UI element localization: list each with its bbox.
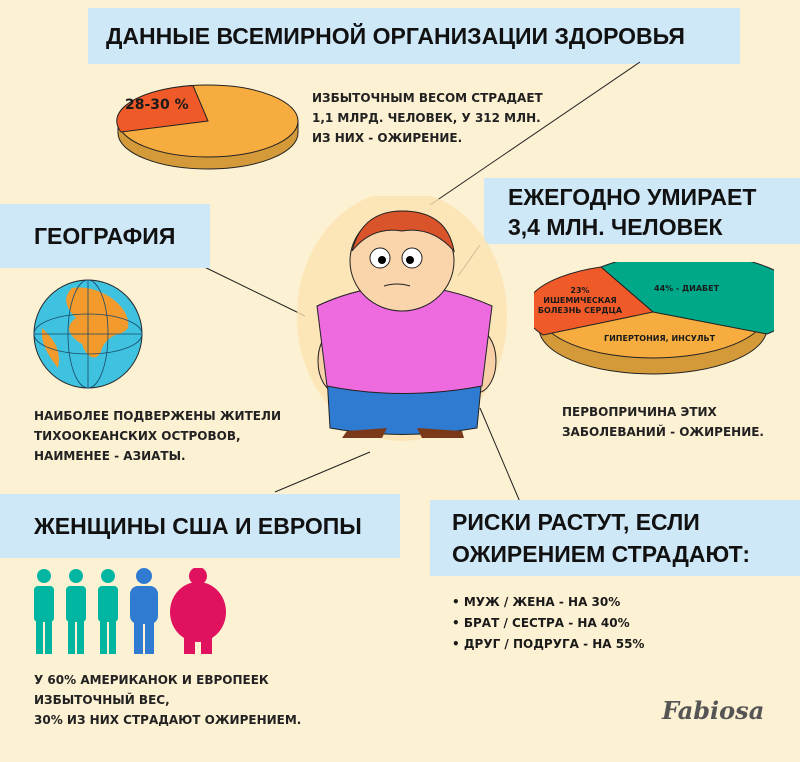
deaths-banner: Ежегодно умирает 3,4 млн. человек xyxy=(484,178,800,244)
deaths-pie-chart xyxy=(534,262,774,375)
list-item: брат / сестра - на 40% xyxy=(452,613,644,634)
pie-slice-heart xyxy=(534,266,655,336)
risks-list: муж / жена - на 30% брат / сестра - на 4… xyxy=(452,592,645,655)
text-line: 1,1 млрд. человек, у 312 млн. xyxy=(312,111,541,125)
text-line: Первопричина этих xyxy=(562,405,717,419)
fabiosa-logo: Fabiosa xyxy=(662,696,765,725)
list-item: муж / жена - на 30% xyxy=(452,592,644,613)
who-pie-chart xyxy=(116,84,299,170)
text-line: из них - ожирение. xyxy=(312,131,463,145)
person-icon xyxy=(34,569,54,654)
list-item: друг / подруга - на 55% xyxy=(452,634,645,655)
text-line: наименее - азиаты. xyxy=(34,449,186,463)
geo-banner: География xyxy=(0,204,210,268)
label-line: ишемическая xyxy=(543,296,617,305)
overweight-boy-illustration xyxy=(297,196,507,441)
person-icon xyxy=(98,569,118,654)
label-line: болезнь сердца xyxy=(537,306,623,315)
person-icon xyxy=(66,569,86,654)
who-text: Избыточным весом страдает 1,1 млрд. чело… xyxy=(312,88,543,148)
label-line: 23% xyxy=(570,286,590,295)
text-line: Наиболее подвержены жители xyxy=(34,409,281,423)
geo-text: Наиболее подвержены жители тихоокеанских… xyxy=(34,406,281,466)
text-line: тихоокеанских островов, xyxy=(34,429,241,443)
text-line: заболеваний - ожирение. xyxy=(562,425,764,439)
who-pie-label: 28-30 % xyxy=(125,97,189,113)
banner-line: Риски растут, если xyxy=(452,509,700,535)
risks-banner: Риски растут, если ожирением страдают: xyxy=(430,500,800,576)
women-text: У 60% американок и европеек избыточный в… xyxy=(34,670,301,730)
banner-line: Ежегодно умирает xyxy=(508,184,757,210)
deaths-text: Первопричина этих заболеваний - ожирение… xyxy=(562,402,764,442)
pie-label-hypertension: гипертония, инсульт xyxy=(604,334,716,343)
people-icons xyxy=(34,568,226,654)
text-line: 30% из них страдают ожирением. xyxy=(34,713,302,727)
obese-person-icon xyxy=(170,568,226,654)
text-line: избыточный вес, xyxy=(34,693,170,707)
banner-line: ожирением страдают: xyxy=(452,541,751,567)
women-banner: Женщины США и Европы xyxy=(0,494,400,558)
text-line: У 60% американок и европеек xyxy=(34,673,269,687)
pie-slice-diabetes xyxy=(600,262,774,335)
banner-line: 3,4 млн. человек xyxy=(508,214,723,240)
text-line: Избыточным весом страдает xyxy=(312,91,543,105)
pie-slice-overweight-obese xyxy=(116,84,209,133)
globe-icon xyxy=(33,279,143,389)
pie-label-heart: 23% ишемическая болезнь сердца xyxy=(530,286,630,316)
pie-label-diabetes: 44% - диабет xyxy=(654,284,720,293)
title-banner: Данные всемирной организации здоровья xyxy=(88,8,740,64)
overweight-person-icon xyxy=(130,568,158,654)
